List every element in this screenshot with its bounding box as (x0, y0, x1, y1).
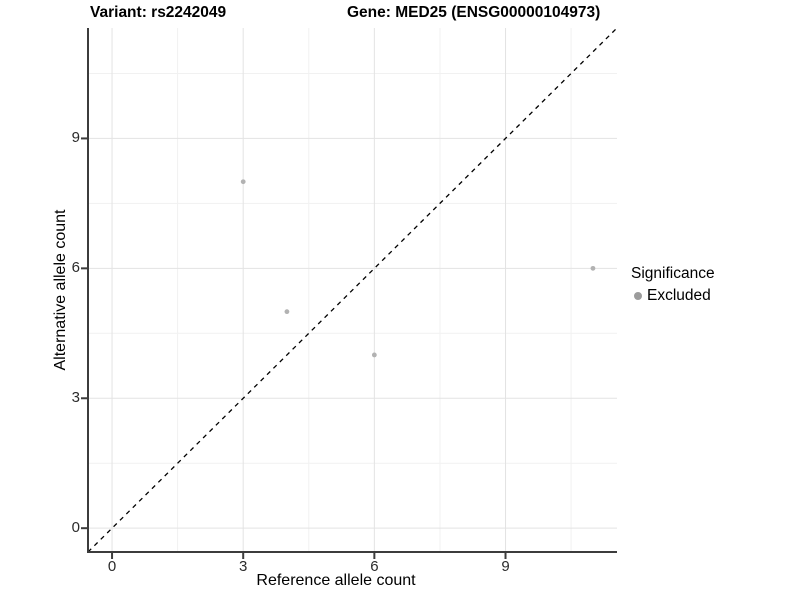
legend-title: Significance (631, 265, 715, 282)
y-axis-tick-label: 9 (71, 129, 80, 147)
x-axis-tick-label: 3 (239, 558, 248, 575)
plot-title-gene: Gene: MED25 (ENSG00000104973) (347, 4, 601, 21)
legend-entry-label: Excluded (647, 287, 711, 304)
identity-dashed-line (87, 27, 618, 553)
legend: Significance Excluded (631, 265, 715, 305)
x-axis-tick-label: 9 (501, 558, 510, 575)
y-axis-label: Alternative allele count (52, 209, 69, 371)
plot-title-variant: Variant: rs2242049 (90, 4, 227, 21)
legend-entry-excluded: Excluded (631, 287, 715, 305)
data-point (284, 309, 290, 315)
y-axis-tick-label: 6 (71, 259, 80, 277)
data-point (371, 352, 377, 358)
y-axis-tick-label: 3 (71, 389, 80, 407)
legend-point-icon (634, 292, 642, 300)
data-point (590, 265, 596, 271)
x-axis-tick-label: 6 (370, 558, 379, 575)
y-axis-tick-label: 0 (71, 519, 80, 537)
x-axis-label: Reference allele count (256, 572, 416, 589)
data-point (240, 179, 246, 185)
x-axis-tick-label: 0 (107, 558, 117, 575)
